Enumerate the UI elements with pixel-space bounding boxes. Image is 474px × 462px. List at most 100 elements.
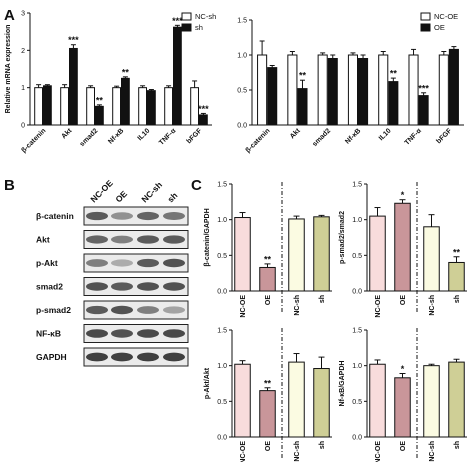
band-oe: [111, 329, 133, 338]
blot-strip: [83, 347, 189, 367]
legend: NC-OE OE: [420, 12, 458, 32]
bar-nc-sh: [423, 365, 440, 438]
bar-nc-sh: [288, 361, 305, 438]
bar-nc-oe-nf-b: [347, 54, 358, 126]
y-axis-label: p-smad2/smad2: [339, 211, 346, 264]
category-label-nc-oe: NC-OE: [240, 441, 247, 462]
y-tick-label: 1.5: [237, 18, 247, 25]
y-tick-label: 3: [21, 11, 25, 18]
bar-nc-sh-tnf: [164, 87, 173, 126]
band-nc-sh: [137, 258, 159, 268]
band-oe: [111, 235, 133, 244]
y-axis-label: β-catenin/GAPDH: [204, 208, 211, 266]
bar-oe-akt: [297, 88, 308, 126]
bar-oe-tnf: [418, 95, 429, 126]
bar-nc-sh-akt: [60, 87, 70, 126]
bar-sh: [313, 368, 330, 438]
band-nc-sh: [137, 352, 159, 362]
band-nc-sh: [137, 329, 159, 338]
category-label-catenin: β-catenin: [20, 127, 47, 154]
bar-nc-oe: [234, 363, 251, 438]
category-label-nf-b: Nf-κB: [107, 127, 125, 145]
category-label-smad2: smad2: [311, 127, 332, 148]
blot-strip: [83, 206, 189, 226]
significance-mark: **: [264, 254, 272, 264]
band-nc-oe: [86, 259, 108, 267]
y-tick-label: 1.0: [237, 53, 247, 60]
significance-mark: *: [401, 190, 405, 200]
bar-sh-smad2: [95, 105, 104, 126]
category-label-sh: sh: [319, 295, 326, 303]
y-tick-label: 0.5: [217, 253, 227, 260]
y-tick-label: 0.5: [352, 253, 362, 260]
panel-c-letter: C: [191, 177, 202, 194]
bar-oe-smad2: [327, 58, 338, 126]
category-label-bfgf: bFGF: [435, 127, 453, 145]
bar-nc-oe-smad2: [317, 54, 328, 126]
category-label-oe: OE: [400, 441, 407, 451]
y-tick-label: 0.0: [217, 435, 227, 442]
band-oe: [111, 282, 133, 291]
y-tick-label: 1.5: [217, 182, 227, 189]
lane-label-oe: OE: [113, 188, 129, 204]
category-label-akt: Akt: [60, 127, 73, 140]
significance-mark: **: [299, 71, 307, 81]
bar-oe-bfgf: [448, 48, 459, 126]
category-label-il10: IL10: [137, 127, 152, 142]
significance-mark: **: [96, 95, 104, 105]
bar-sh-il10: [147, 90, 156, 126]
legend-label-oe: OE: [434, 23, 445, 32]
band-nc-sh: [137, 306, 159, 314]
blot-row-gapdh: [83, 347, 189, 367]
y-tick-label: 0: [21, 123, 25, 130]
bar-nc-oe: [369, 363, 386, 438]
category-label-bfgf: bFGF: [186, 127, 204, 145]
y-tick-label: 1.0: [217, 217, 227, 224]
category-label-oe: OE: [400, 295, 407, 305]
legend-swatch-nc-oe: [420, 12, 431, 21]
y-tick-label: 1.5: [217, 328, 227, 335]
legend-swatch-nc-sh: [181, 12, 192, 21]
category-label-tnf: TNF-α: [404, 127, 424, 147]
category-label-nf-b: Nf-κB: [344, 127, 362, 145]
blot-row-p-akt: [83, 253, 189, 273]
y-tick-label: 1.0: [352, 363, 362, 370]
legend: NC-sh sh: [181, 12, 216, 32]
bar-nc-oe-catenin: [257, 54, 268, 126]
legend-swatch-oe: [420, 23, 431, 32]
bar-nc-oe-bfgf: [438, 54, 449, 126]
category-label-il10: IL10: [378, 127, 393, 142]
quant-chart-p-smad2-smad2: 0.0 0.5 1.0 1.5 p-smad2/smad2 NC-OE * OE NC-sh **…: [339, 182, 467, 318]
y-tick-label: 0.5: [352, 399, 362, 406]
y-tick-label: 0.0: [217, 289, 227, 296]
category-label-oe: OE: [265, 295, 272, 305]
lane-label-nc-sh: NC-sh: [139, 180, 164, 205]
y-tick-label: 0.0: [352, 289, 362, 296]
significance-mark: ***: [198, 104, 209, 114]
quant-chart-nf-b-gapdh: 0.0 0.5 1.0 1.5 Nf-κB/GAPDH NC-OE * OE NC-sh sh: [339, 328, 467, 462]
y-tick-label: 1: [21, 85, 25, 92]
bar-nc-sh: [423, 226, 440, 292]
legend-label-sh: sh: [195, 23, 203, 32]
bar-sh-akt: [69, 47, 78, 126]
band-sh: [163, 282, 185, 291]
blot-row-label-smad2: smad2: [36, 282, 63, 292]
category-label-nc-oe: NC-OE: [240, 295, 247, 318]
blot-row-label-nf-b: NF-κB: [36, 329, 61, 339]
significance-mark: ***: [68, 35, 79, 45]
band-nc-oe: [86, 211, 108, 221]
band-nc-oe: [86, 352, 108, 362]
significance-mark: ***: [172, 16, 183, 26]
category-label-nc-oe: NC-OE: [375, 295, 382, 318]
bar-nc-oe: [369, 215, 386, 292]
bar-nc-oe: [234, 217, 251, 292]
legend-label-nc-oe: NC-OE: [434, 12, 458, 21]
blot-strip: [83, 300, 189, 320]
band-nc-sh: [137, 211, 159, 221]
blot-row-label-p-smad2: p-smad2: [36, 305, 71, 315]
significance-mark: **: [453, 247, 461, 257]
bar-oe: [394, 202, 411, 292]
category-label-nc-sh: NC-sh: [429, 295, 436, 316]
